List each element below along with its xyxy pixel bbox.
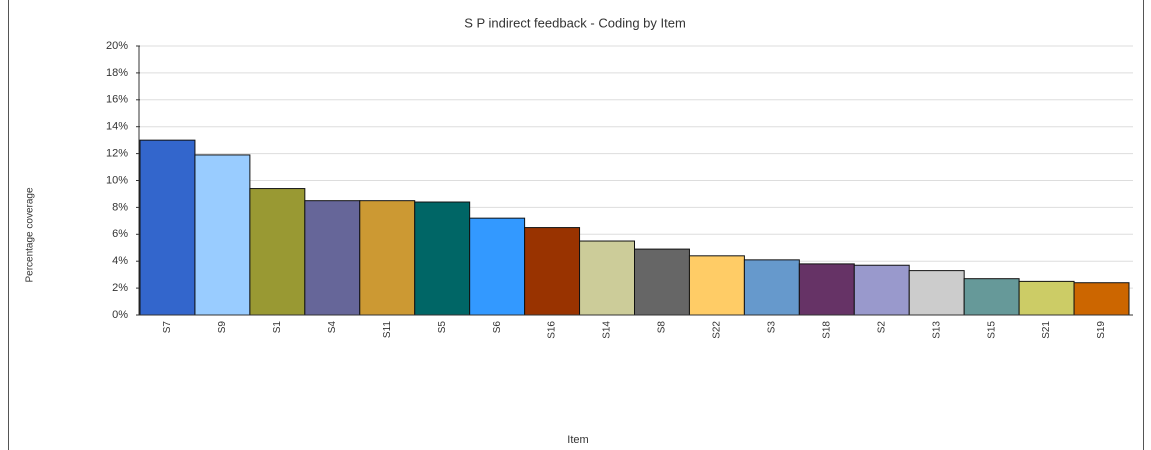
x-tick-label: S18 <box>821 321 832 339</box>
bar <box>1018 280 1075 316</box>
y-tick-label: 8% <box>112 201 128 213</box>
bar <box>963 278 1020 316</box>
y-tick-label: 20% <box>106 40 128 52</box>
bar <box>579 240 635 316</box>
x-tick-label: S8 <box>657 321 668 334</box>
y-tick-label: 10% <box>106 174 128 186</box>
x-tick-label: S5 <box>437 321 448 334</box>
x-tick-label: S21 <box>1041 321 1052 339</box>
x-axis-label: Item <box>567 434 588 446</box>
x-tick-label: S22 <box>712 321 723 339</box>
x-tick-label: S14 <box>602 321 613 339</box>
x-tick-label: S13 <box>931 321 942 339</box>
x-tick-label: S7 <box>162 321 173 334</box>
x-tick-label: S15 <box>986 321 997 339</box>
bar <box>139 139 196 316</box>
x-tick-label: S9 <box>217 321 228 334</box>
bar <box>743 259 800 316</box>
bar <box>798 263 855 316</box>
y-axis-label: Percentage coverage <box>25 187 36 283</box>
x-tick-label: S3 <box>767 321 778 334</box>
y-tick-label: 2% <box>112 282 128 294</box>
x-tick-label: S11 <box>382 321 393 338</box>
bar <box>194 154 251 316</box>
bar <box>469 217 526 316</box>
y-tick-label: 16% <box>106 94 128 106</box>
x-tick-label: S1 <box>272 321 283 334</box>
bar <box>853 264 910 316</box>
bar <box>304 200 361 316</box>
bar <box>359 200 416 316</box>
bar <box>688 255 745 316</box>
chart-title: S P indirect feedback - Coding by Item <box>464 15 686 30</box>
y-tick-label: 18% <box>106 67 128 79</box>
frame <box>8 0 1144 450</box>
y-tick-label: 12% <box>106 148 128 160</box>
bar <box>524 227 581 316</box>
x-tick-label: S2 <box>876 321 887 334</box>
x-tick-label: S19 <box>1096 321 1107 339</box>
x-tick-label: S6 <box>492 321 503 334</box>
bar <box>249 188 306 316</box>
bar <box>634 248 690 316</box>
bar <box>1073 282 1130 316</box>
y-tick-label: 0% <box>112 309 128 321</box>
y-tick-label: 4% <box>112 255 128 267</box>
y-tick-label: 14% <box>106 121 128 133</box>
bar <box>414 201 471 316</box>
bar <box>908 270 965 316</box>
y-tick-label: 6% <box>112 228 128 240</box>
x-tick-label: S16 <box>547 321 558 339</box>
x-tick-label: S4 <box>327 321 338 334</box>
